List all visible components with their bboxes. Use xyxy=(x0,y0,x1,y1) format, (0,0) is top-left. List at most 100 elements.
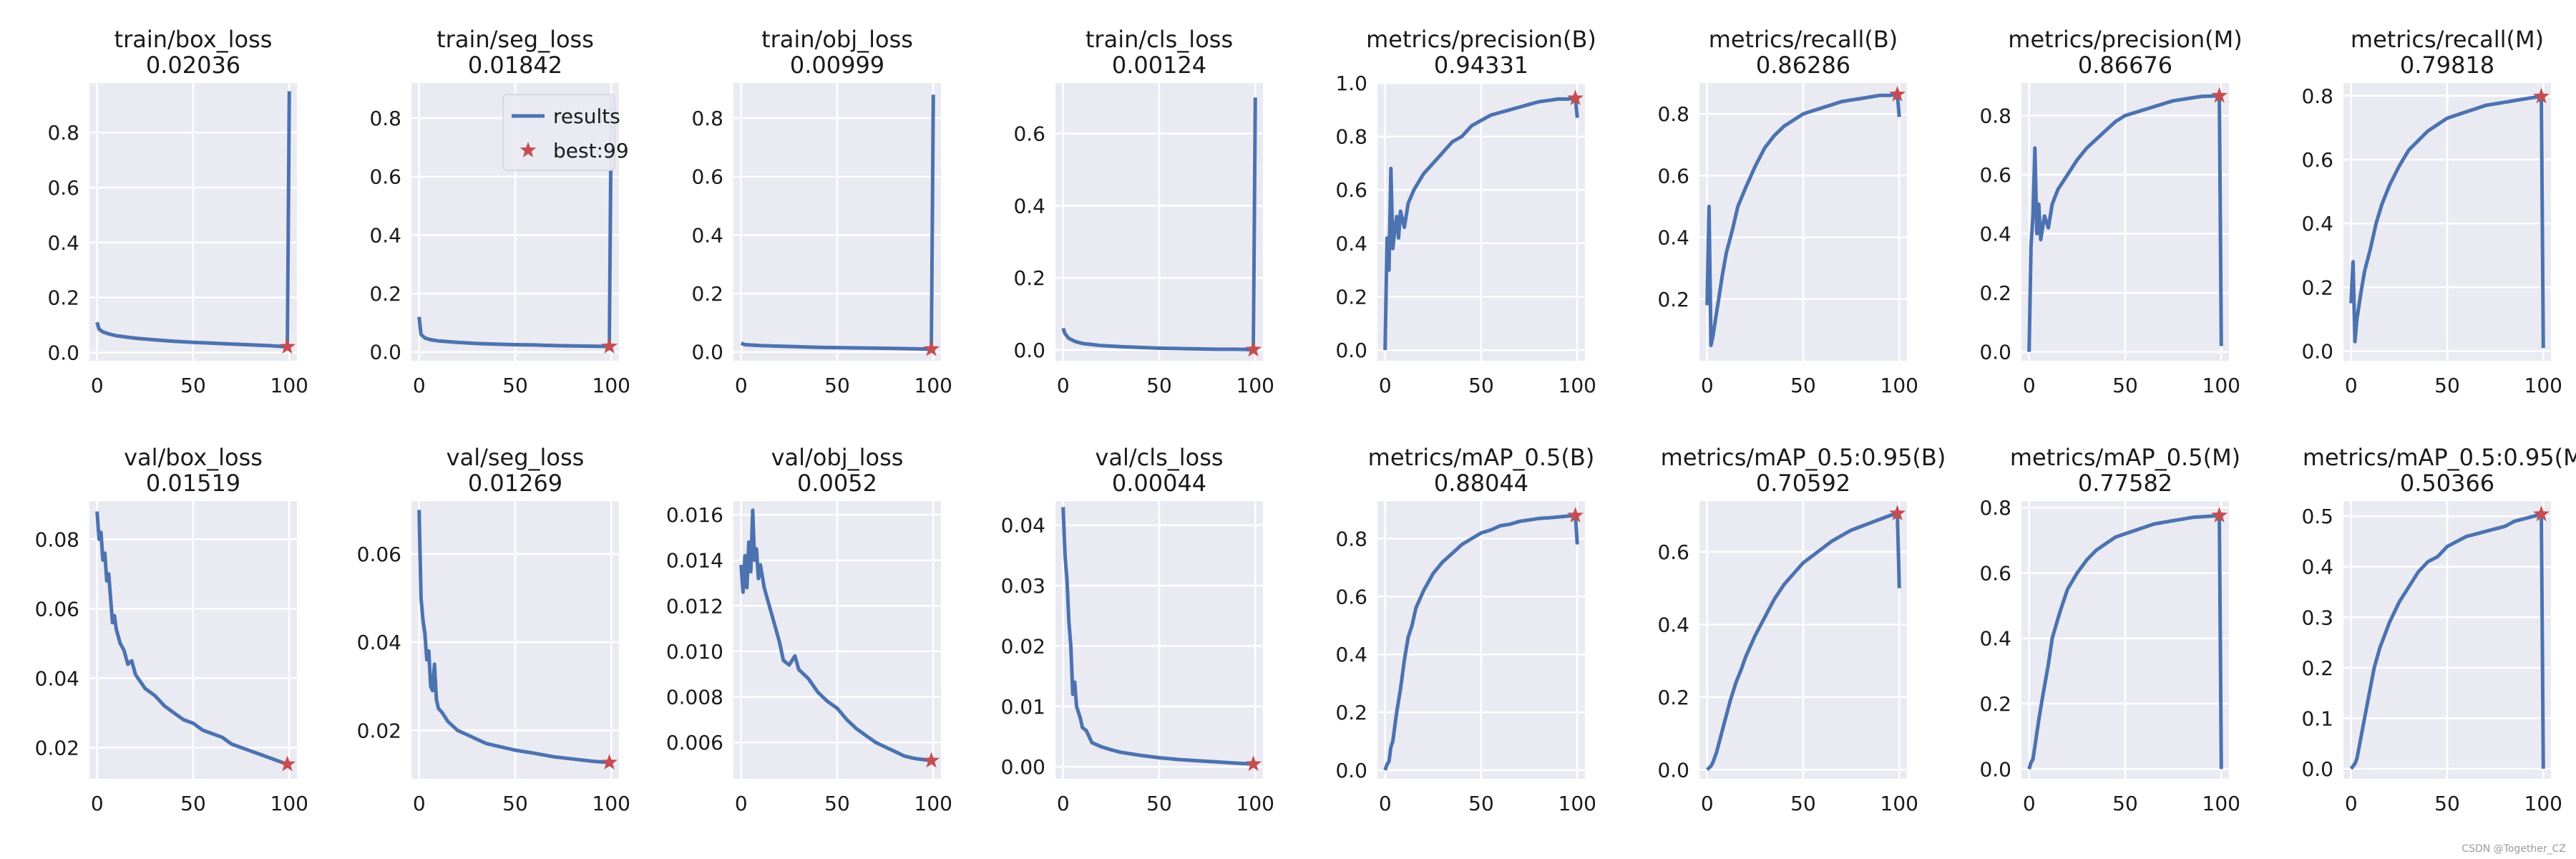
subplot-title: train/cls_loss xyxy=(1085,26,1233,53)
subplot-title: val/box_loss xyxy=(124,444,263,471)
subplot-final-value: 0.50366 xyxy=(2400,470,2494,497)
y-tick-label: 0.06 xyxy=(357,543,401,566)
y-tick-label: 0.8 xyxy=(1657,102,1689,126)
subplot-final-value: 0.00124 xyxy=(1112,52,1206,79)
y-tick-label: 0.02 xyxy=(1001,634,1045,658)
best-marker xyxy=(1889,505,1906,520)
subplot-title: val/seg_loss xyxy=(447,444,585,471)
y-tick-label: 0.2 xyxy=(1979,692,2011,716)
y-tick-label: 0.02 xyxy=(357,719,401,742)
y-tick-label: 0.0 xyxy=(2301,757,2333,781)
x-tick-label: 0 xyxy=(2023,374,2036,397)
y-tick-label: 0.2 xyxy=(1657,288,1689,311)
subplot: 0.0 0.2 0.4 0.6 0 50 100 metrics/mAP_0.5:0.95(B… xyxy=(1657,444,1946,815)
best-marker xyxy=(1567,89,1584,105)
x-tick-label: 50 xyxy=(2112,374,2138,397)
x-tick-label: 50 xyxy=(2112,792,2138,815)
y-tick-label: 0.8 xyxy=(369,107,401,130)
x-tick-label: 50 xyxy=(2434,792,2460,815)
y-tick-label: 0.8 xyxy=(1979,104,2011,127)
y-tick-label: 0.0 xyxy=(1335,759,1367,782)
x-tick-label: 0 xyxy=(2345,374,2358,397)
y-tick-label: 0.4 xyxy=(1335,643,1367,666)
best-marker xyxy=(279,755,296,772)
results-line xyxy=(2349,512,2545,770)
results-line xyxy=(2027,94,2223,352)
watermark: CSDN @Together_CZ xyxy=(2462,843,2566,855)
x-tick-label: 50 xyxy=(1790,374,1816,397)
x-tick-label: 100 xyxy=(2202,374,2240,397)
subplot-title: train/obj_loss xyxy=(761,26,913,53)
subplot: 0.0 0.2 0.4 0.6 0.8 0 50 100 train/obj_loss0.009… xyxy=(691,26,952,397)
y-tick-label: 0.6 xyxy=(1657,540,1689,564)
y-tick-label: 0.6 xyxy=(691,165,723,189)
x-tick-label: 0 xyxy=(413,374,426,397)
x-tick-label: 100 xyxy=(914,792,952,815)
subplot-title: metrics/mAP_0.5(M) xyxy=(2010,444,2240,471)
best-marker xyxy=(1889,86,1906,102)
y-tick-label: 0.0 xyxy=(2301,340,2333,364)
x-tick-label: 50 xyxy=(824,792,850,815)
subplot-final-value: 0.79818 xyxy=(2400,52,2494,79)
y-tick-label: 0.4 xyxy=(1657,226,1689,250)
y-tick-label: 0.01 xyxy=(1001,695,1045,719)
subplot-final-value: 0.01842 xyxy=(468,52,562,79)
x-tick-label: 100 xyxy=(592,374,630,397)
best-marker xyxy=(923,340,940,356)
x-tick-label: 0 xyxy=(1057,374,1070,397)
x-tick-label: 100 xyxy=(2202,792,2240,815)
x-tick-label: 100 xyxy=(1236,792,1274,815)
x-tick-label: 50 xyxy=(180,374,206,397)
y-tick-label: 0.04 xyxy=(1001,514,1045,538)
subplot-final-value: 0.01519 xyxy=(146,470,240,497)
subplot-final-value: 0.02036 xyxy=(146,52,240,79)
subplot-title: train/seg_loss xyxy=(436,26,594,53)
y-tick-label: 0.0 xyxy=(691,341,723,364)
y-tick-label: 0.6 xyxy=(1657,164,1689,188)
best-marker xyxy=(1245,755,1262,772)
subplot-final-value: 0.77582 xyxy=(2078,470,2172,497)
y-tick-label: 0.6 xyxy=(1335,585,1367,608)
x-tick-label: 50 xyxy=(180,792,206,815)
x-tick-label: 0 xyxy=(1379,792,1392,815)
results-line xyxy=(1061,97,1257,351)
y-tick-label: 0.0 xyxy=(1335,339,1367,362)
x-tick-label: 0 xyxy=(1701,374,1714,397)
x-tick-label: 100 xyxy=(270,792,308,815)
subplot-title: val/obj_loss xyxy=(771,444,904,471)
x-tick-label: 0 xyxy=(413,792,426,815)
best-marker xyxy=(1567,507,1584,523)
y-tick-label: 0.4 xyxy=(1657,613,1689,636)
subplot-final-value: 0.86286 xyxy=(1756,52,1850,79)
y-tick-label: 0.0 xyxy=(369,341,401,364)
y-tick-label: 0.02 xyxy=(35,736,79,759)
subplot-title: metrics/mAP_0.5:0.95(B) xyxy=(1661,444,1946,471)
x-tick-label: 0 xyxy=(1701,792,1714,815)
x-tick-label: 100 xyxy=(1558,374,1596,397)
subplot-title: metrics/mAP_0.5(B) xyxy=(1368,444,1595,471)
y-tick-label: 0.6 xyxy=(1335,178,1367,202)
results-line xyxy=(1383,513,1579,771)
y-tick-label: 0.2 xyxy=(691,282,723,306)
x-tick-label: 0 xyxy=(735,792,748,815)
best-marker xyxy=(1245,341,1262,357)
y-tick-label: 0.4 xyxy=(691,223,723,247)
y-tick-label: 0.8 xyxy=(691,107,723,130)
best-marker xyxy=(2211,87,2228,103)
y-tick-label: 0.4 xyxy=(1013,194,1045,218)
x-tick-label: 100 xyxy=(592,792,630,815)
y-tick-label: 0.2 xyxy=(2301,276,2333,299)
y-tick-label: 0.4 xyxy=(369,223,401,247)
y-tick-label: 0.04 xyxy=(357,631,401,654)
y-tick-label: 0.4 xyxy=(47,231,79,255)
subplot: 0.2 0.4 0.6 0.8 0 50 100 metrics/recall(B)0.862… xyxy=(1657,26,1918,397)
y-tick-label: 0.2 xyxy=(1979,281,2011,305)
y-tick-label: 0.008 xyxy=(666,686,723,709)
subplot-final-value: 0.0052 xyxy=(797,470,877,497)
y-tick-label: 0.2 xyxy=(1013,266,1045,290)
x-tick-label: 0 xyxy=(1379,374,1392,397)
y-tick-label: 0.8 xyxy=(1979,496,2011,520)
subplot-title: metrics/recall(B) xyxy=(1709,26,1898,53)
